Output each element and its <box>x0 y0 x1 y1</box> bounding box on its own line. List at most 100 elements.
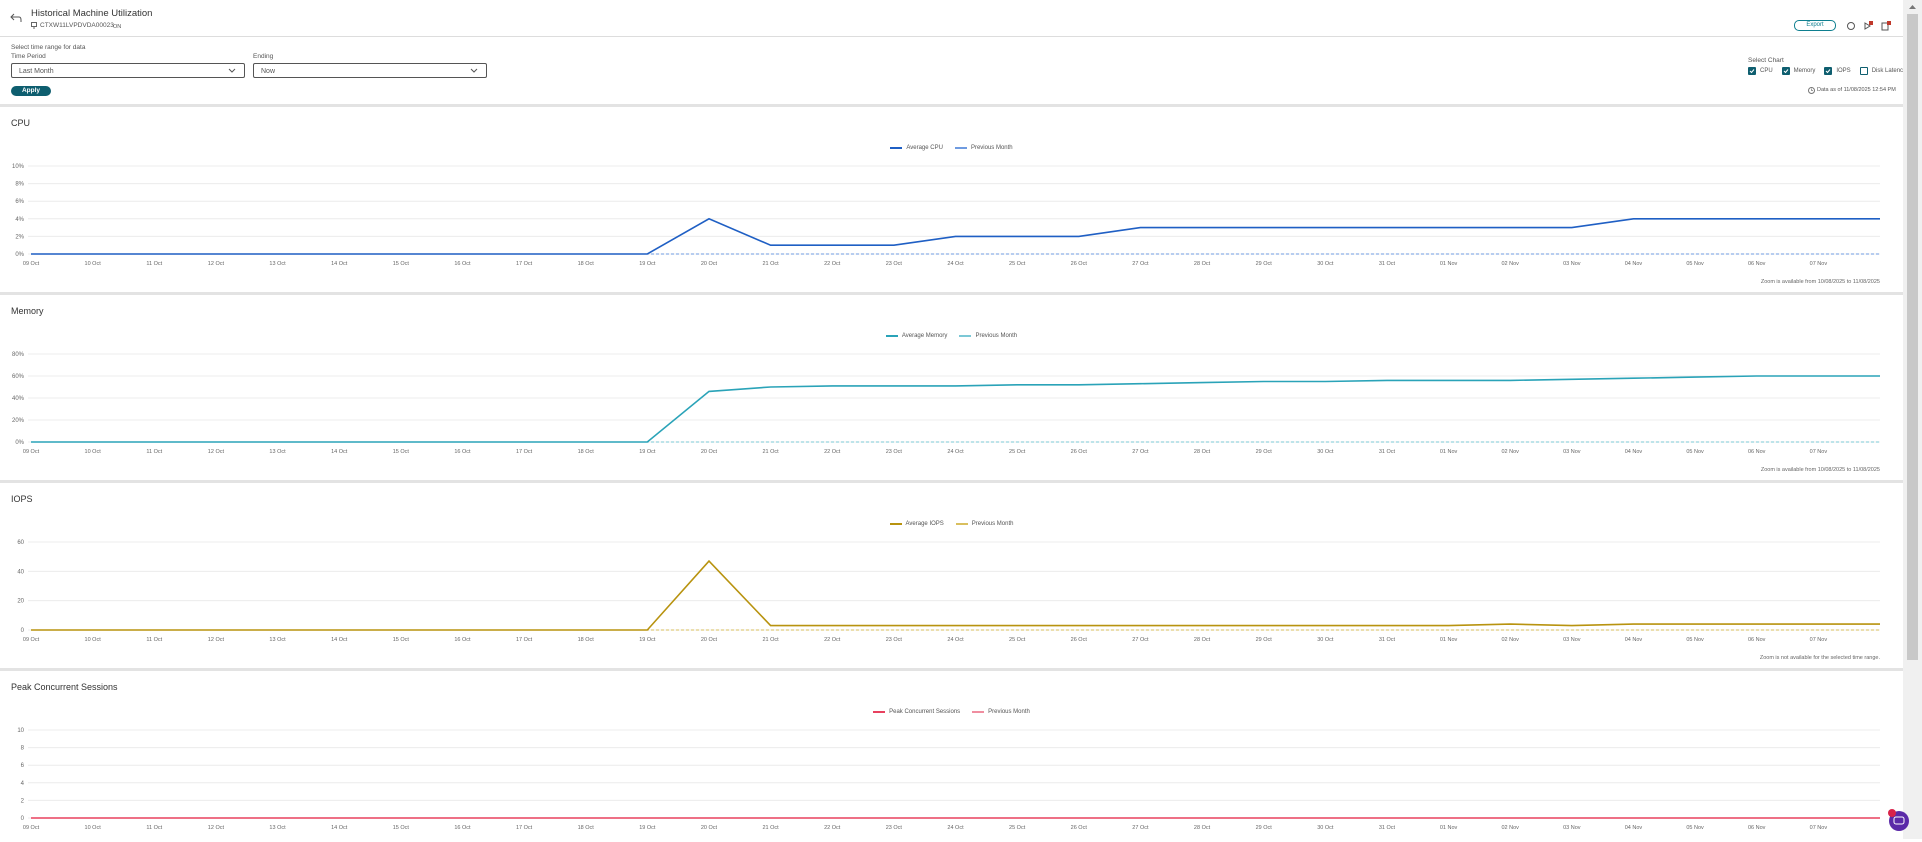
time-range-prompt: Select time range for data <box>11 44 86 51</box>
chart-panel: Peak Concurrent Sessions Peak Concurrent … <box>0 668 1903 842</box>
x-tick-label: 28 Oct <box>1194 261 1211 267</box>
export-button[interactable]: Export <box>1794 20 1836 31</box>
legend-label: Previous Month <box>975 333 1018 339</box>
legend-item[interactable]: Previous Month <box>955 521 1013 527</box>
x-tick-label: 13 Oct <box>269 825 286 831</box>
check-mark <box>1825 69 1831 74</box>
chart-checkbox[interactable]: IOPS <box>1824 67 1851 75</box>
legend-label: Average Memory <box>901 333 948 339</box>
x-tick-label: 29 Oct <box>1256 449 1273 455</box>
legend-label: Previous Month <box>970 145 1013 151</box>
legend-swatch <box>890 147 903 149</box>
x-tick-label: 21 Oct <box>762 261 779 267</box>
x-tick-label: 29 Oct <box>1256 637 1273 643</box>
chart-title: IOPS <box>11 494 33 504</box>
scroll-up[interactable] <box>1908 4 1917 10</box>
apply-button[interactable]: Apply <box>11 86 51 96</box>
y-tick-label: 20 <box>17 599 24 605</box>
x-tick-label: 18 Oct <box>578 449 595 455</box>
legend-label: Average IOPS <box>905 521 944 527</box>
x-tick-label: 07 Nov <box>1810 825 1828 831</box>
x-tick-label: 27 Oct <box>1132 637 1149 643</box>
x-tick-label: 17 Oct <box>516 261 533 267</box>
x-tick-label: 06 Nov <box>1748 261 1766 267</box>
machine-state: ON <box>113 24 122 30</box>
y-tick-label: 0 <box>21 628 25 634</box>
legend-item[interactable]: Previous Month <box>954 145 1013 151</box>
x-tick-label: 26 Oct <box>1071 261 1088 267</box>
x-tick-label: 04 Nov <box>1625 449 1643 455</box>
series-line <box>31 217 1880 255</box>
y-tick-label: 0% <box>15 440 24 446</box>
x-tick-label: 05 Nov <box>1686 637 1704 643</box>
x-tick-label: 16 Oct <box>454 825 471 831</box>
x-tick-label: 11 Oct <box>146 825 162 831</box>
x-tick-label: 01 Nov <box>1440 637 1458 643</box>
scrollbar[interactable] <box>1903 0 1922 839</box>
time-period-dropdown[interactable]: Last Month <box>11 63 245 78</box>
x-tick-label: 30 Oct <box>1317 449 1334 455</box>
ending-dropdown[interactable]: Now <box>253 63 487 78</box>
legend: Average IOPS Previous Month <box>0 521 1903 527</box>
legend-swatch <box>955 523 968 525</box>
x-tick-label: 02 Nov <box>1501 261 1519 267</box>
x-tick-label: 22 Oct <box>824 637 841 643</box>
legend-swatch <box>885 335 898 337</box>
x-tick-label: 12 Oct <box>208 825 225 831</box>
legend-item[interactable]: Previous Month <box>959 333 1017 339</box>
x-tick-label: 20 Oct <box>701 261 718 267</box>
chart-checkbox[interactable]: CPU <box>1748 67 1773 75</box>
x-tick-label: 24 Oct <box>947 261 964 267</box>
x-tick-label: 16 Oct <box>454 637 471 643</box>
x-tick-label: 19 Oct <box>639 449 656 455</box>
toolbar-icons[interactable] <box>1846 20 1896 32</box>
x-tick-label: 17 Oct <box>516 637 533 643</box>
machine-icon <box>31 22 37 29</box>
series-line <box>31 559 1880 631</box>
checkbox-label: Memory <box>1793 68 1816 74</box>
x-tick-label: 03 Nov <box>1563 261 1581 267</box>
x-tick-label: 03 Nov <box>1563 637 1581 643</box>
x-tick-label: 09 Oct <box>23 637 40 643</box>
chat-button[interactable] <box>1887 808 1911 832</box>
y-tick-label: 6% <box>15 199 24 205</box>
x-tick-label: 11 Oct <box>146 261 162 267</box>
legend-label: Average CPU <box>906 145 943 151</box>
legend: Average CPU Previous Month <box>0 145 1903 151</box>
x-tick-label: 29 Oct <box>1256 825 1273 831</box>
y-tick-label: 40 <box>17 569 24 575</box>
clock-icon <box>1808 87 1815 94</box>
x-tick-label: 23 Oct <box>886 449 903 455</box>
y-tick-label: 4% <box>15 217 24 223</box>
check-path <box>1783 69 1789 74</box>
chart-checkbox[interactable]: Memory <box>1781 67 1816 75</box>
x-tick-label: 10 Oct <box>85 261 102 267</box>
x-tick-label: 30 Oct <box>1317 637 1334 643</box>
x-tick-label: 16 Oct <box>454 449 471 455</box>
legend-item[interactable]: Previous Month <box>972 709 1030 715</box>
x-tick-label: 14 Oct <box>331 261 348 267</box>
check-mark <box>1783 69 1789 74</box>
x-tick-label: 25 Oct <box>1009 637 1026 643</box>
chart-panel: Memory Average Memory Previous Month 0% 20% 4… <box>0 292 1903 481</box>
legend-item[interactable]: Peak Concurrent Sessions <box>873 709 960 715</box>
legend-item[interactable]: Average IOPS <box>889 521 944 527</box>
series-line <box>31 375 1880 443</box>
chart-checkbox[interactable]: Disk Latency <box>1859 67 1906 75</box>
x-tick-label: 06 Nov <box>1748 637 1766 643</box>
x-tick-label: 31 Oct <box>1379 637 1396 643</box>
x-tick-label: 04 Nov <box>1625 261 1643 267</box>
x-tick-label: 28 Oct <box>1194 637 1211 643</box>
scrollbar-thumb[interactable] <box>1907 14 1918 660</box>
x-tick-label: 15 Oct <box>393 825 410 831</box>
legend-item[interactable]: Average Memory <box>885 333 948 339</box>
x-tick-label: 03 Nov <box>1563 449 1581 455</box>
x-tick-label: 14 Oct <box>331 449 348 455</box>
x-tick-label: 04 Nov <box>1625 637 1643 643</box>
y-tick-label: 2% <box>15 234 24 240</box>
y-tick-label: 8% <box>15 182 24 188</box>
legend-item[interactable]: Average CPU <box>890 145 943 151</box>
y-tick-label: 10% <box>12 164 25 170</box>
chart-title: CPU <box>11 118 31 128</box>
back-button[interactable] <box>10 13 22 23</box>
